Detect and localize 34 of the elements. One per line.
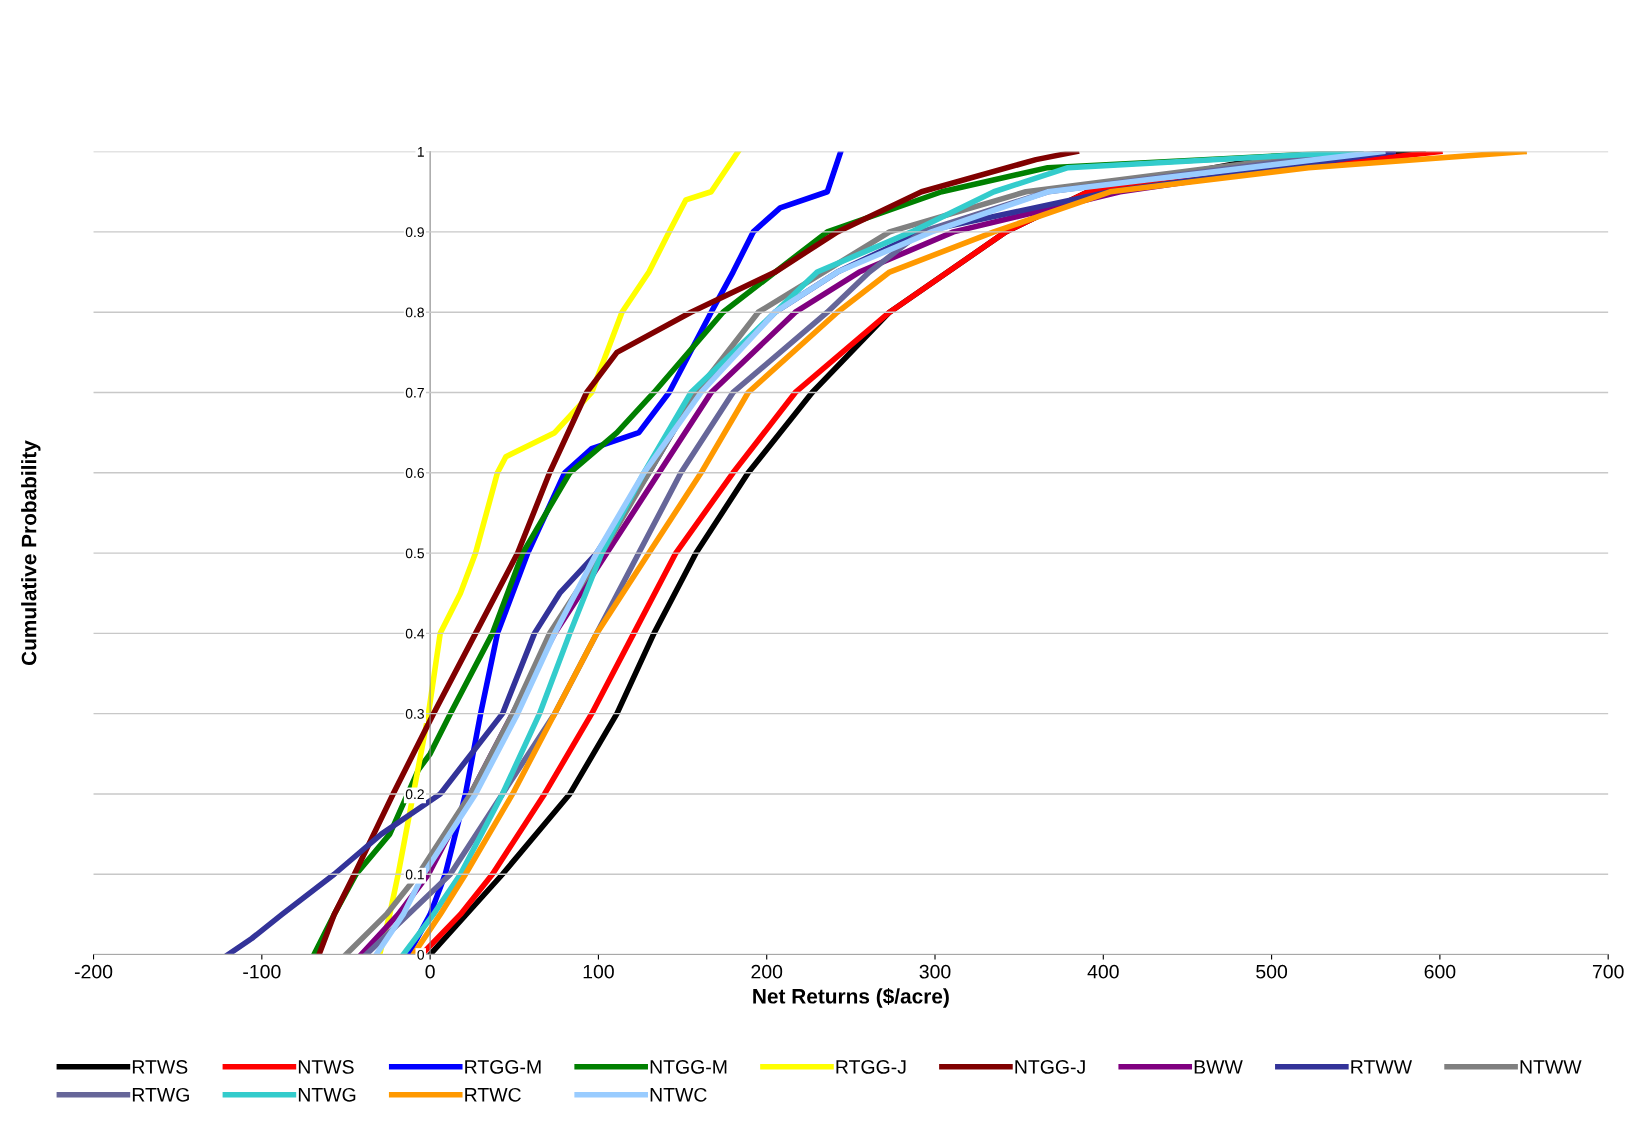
y-tick-label: 0.2: [405, 789, 424, 800]
x-tick-label: -200: [74, 964, 113, 979]
legend-label: NTWW: [1520, 1060, 1582, 1074]
legend-label: NTGG-J: [1015, 1060, 1085, 1074]
legend-label: RTWS: [132, 1060, 188, 1074]
y-tick-label: 0.1: [405, 869, 424, 880]
legend-label: RTWW: [1351, 1060, 1412, 1074]
legend-label: RTWG: [132, 1087, 189, 1102]
x-tick-label: 100: [583, 964, 614, 979]
legend-label: NTWC: [650, 1087, 707, 1102]
y-tick-label: 1: [417, 147, 424, 157]
legend-label: RTGG-M: [465, 1060, 541, 1074]
y-tick-label: 0.6: [405, 468, 424, 478]
legend-label: RTWC: [465, 1087, 521, 1102]
x-tick-label: 300: [919, 964, 951, 979]
legend-label: NTWG: [298, 1087, 356, 1102]
y-tick-label: 0.8: [405, 307, 424, 318]
y-tick-label: 0.4: [405, 628, 425, 639]
x-tick-label: 200: [751, 964, 783, 979]
x-tick-label: 500: [1256, 964, 1288, 979]
y-tick-label: 0.3: [405, 709, 424, 719]
x-tick-label: 400: [1087, 964, 1119, 979]
legend-label: NTGG-M: [650, 1060, 727, 1074]
x-tick-label: 700: [1592, 964, 1624, 979]
y-tick-label: 0.9: [405, 227, 424, 238]
legend-label: RTGG-J: [836, 1060, 906, 1074]
x-axis-title: Net Returns ($/acre): [753, 987, 949, 1008]
y-tick-label: 0.7: [405, 387, 424, 398]
y-axis-title: Cumulative Probability: [21, 440, 41, 666]
legend-label: NTWS: [298, 1060, 354, 1074]
y-tick-label: 0.5: [405, 548, 424, 559]
legend-label: BWW: [1194, 1060, 1243, 1074]
x-tick-label: -100: [243, 964, 281, 979]
x-tick-label: 600: [1424, 964, 1456, 979]
